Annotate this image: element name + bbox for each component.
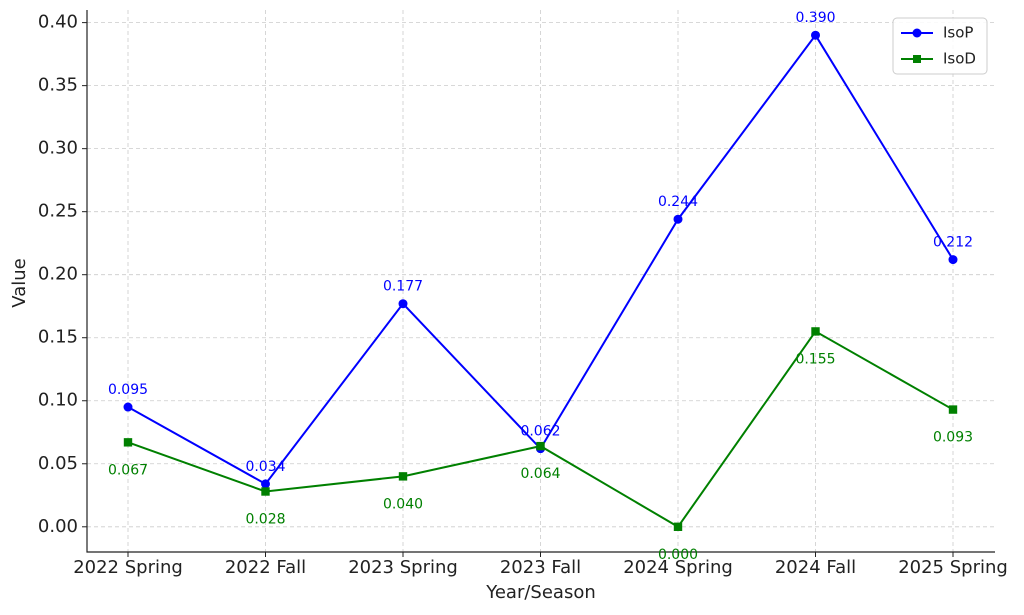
data-label: 0.062 — [520, 424, 560, 440]
marker — [948, 255, 958, 265]
x-tick-label: 2024 Fall — [775, 557, 856, 578]
y-tick-label: 0.10 — [38, 390, 78, 411]
legend-label: IsoD — [943, 50, 976, 68]
marker — [811, 30, 820, 40]
x-tick-label: 2022 Fall — [225, 557, 306, 578]
legend-marker — [912, 28, 922, 38]
marker — [673, 522, 683, 531]
x-tick-label: 2025 Spring — [898, 557, 1008, 578]
data-label: 0.390 — [795, 10, 835, 26]
marker — [536, 441, 545, 451]
marker — [261, 487, 270, 496]
marker — [673, 214, 683, 224]
axes — [86, 10, 995, 553]
data-label: 0.067 — [108, 462, 148, 478]
marker — [398, 299, 408, 309]
x-tick-label: 2023 Spring — [348, 557, 458, 578]
y-axis-label: Value — [9, 258, 30, 307]
marker — [261, 479, 270, 489]
data-label: 0.093 — [933, 430, 973, 446]
data-label: 0.034 — [245, 459, 285, 475]
data-label: 0.064 — [520, 466, 560, 482]
y-tick-label: 0.15 — [38, 327, 78, 348]
marker — [948, 405, 958, 414]
legend: IsoP IsoD — [892, 17, 988, 75]
data-label: 0.028 — [245, 511, 285, 527]
data-label: 0.177 — [383, 279, 423, 295]
legend-label: IsoP — [943, 24, 973, 42]
data-label: 0.212 — [933, 235, 973, 251]
marker — [123, 402, 133, 412]
x-axis-label: Year/Season — [485, 582, 596, 603]
data-label: 0.000 — [658, 547, 698, 563]
data-label: 0.095 — [108, 382, 148, 398]
marker — [811, 327, 820, 336]
data-label: 0.244 — [658, 194, 698, 210]
y-tick-label: 0.00 — [38, 516, 78, 537]
marker — [398, 472, 408, 481]
y-tick-label: 0.40 — [38, 12, 78, 33]
y-tick-label: 0.30 — [38, 138, 78, 159]
x-tick-label: 2023 Fall — [500, 557, 581, 578]
y-tick-label: 0.25 — [38, 201, 78, 222]
x-tick-label: 2022 Spring — [73, 557, 183, 578]
y-tick-label: 0.20 — [38, 264, 78, 285]
legend-marker — [913, 55, 921, 63]
y-tick-label: 0.35 — [38, 75, 78, 96]
y-tick-label: 0.05 — [38, 453, 78, 474]
data-label: 0.040 — [383, 496, 423, 512]
x-tick-label: 2024 Spring — [623, 557, 733, 578]
data-label: 0.155 — [795, 351, 835, 367]
marker — [123, 438, 133, 447]
